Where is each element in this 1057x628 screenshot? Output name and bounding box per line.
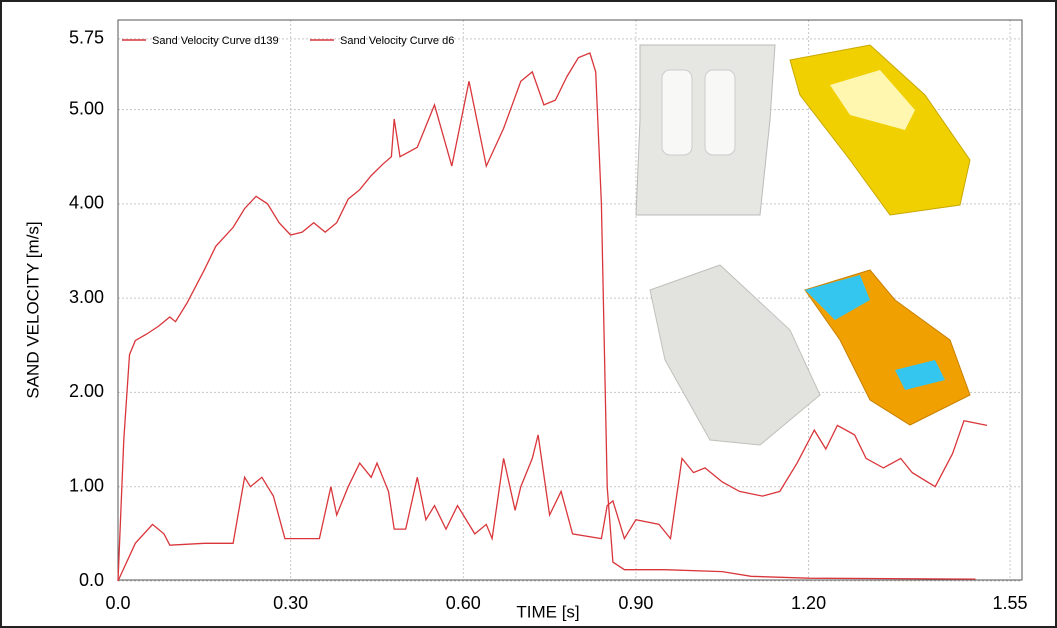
x-tick-label: 1.20 <box>791 593 826 613</box>
chart: TIME [s] SAND VELOCITY [m/s] 0.0 1.00 2.00… <box>0 0 1057 628</box>
y-tick-label: 5.00 <box>69 98 104 118</box>
page: {"chart_data": { "type": "line", "xlabel… <box>0 0 1057 628</box>
y-tick-label: 0.0 <box>79 570 104 590</box>
x-tick-label: 0.90 <box>618 593 653 613</box>
legend-label: Sand Velocity Curve d139 <box>152 35 279 47</box>
y-tick-label: 1.00 <box>69 475 104 495</box>
x-tick-label: 0.60 <box>446 593 481 613</box>
x-axis-title: TIME [s] <box>516 602 579 621</box>
x-tick-label: 0.30 <box>273 593 308 613</box>
y-tick-label: 4.00 <box>69 193 104 213</box>
legend-label: Sand Velocity Curve d6 <box>340 35 454 47</box>
y-axis-title: SAND VELOCITY [m/s] <box>23 221 42 398</box>
x-tick-label: 0.0 <box>105 593 130 613</box>
photo-hole <box>705 70 735 155</box>
photo-hole <box>662 70 692 155</box>
x-tick-label: 1.55 <box>992 593 1027 613</box>
y-tick-label: 2.00 <box>69 381 104 401</box>
y-tick-label: 3.00 <box>69 287 104 307</box>
y-tick-label: 5.75 <box>69 28 104 48</box>
